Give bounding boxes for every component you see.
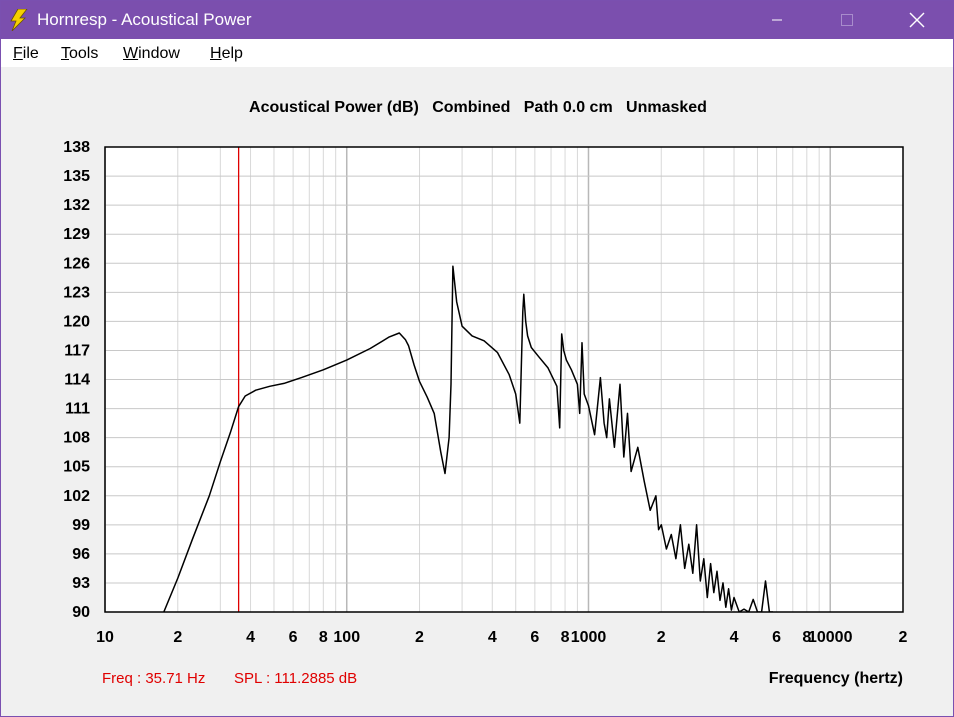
close-button[interactable] — [894, 1, 940, 39]
y-tick-label: 99 — [72, 517, 90, 534]
x-tick-label: 8 — [561, 629, 570, 646]
acoustical-power-curve — [163, 265, 773, 612]
x-tick-label: 6 — [289, 629, 298, 646]
x-tick-label: 4 — [246, 629, 255, 646]
y-tick-label: 117 — [64, 342, 90, 359]
chart-title: Acoustical Power (dB) Combined Path 0.0 … — [249, 99, 707, 116]
maximize-button[interactable] — [823, 1, 869, 39]
lightning-bolt-icon — [10, 9, 28, 31]
x-tick-label: 6 — [772, 629, 781, 646]
y-tick-label: 90 — [72, 604, 90, 621]
x-tick-label: 2 — [899, 629, 908, 646]
y-tick-label: 132 — [63, 197, 90, 214]
x-tick-label: 1000 — [571, 629, 607, 646]
x-tick-label: 6 — [530, 629, 539, 646]
y-tick-label: 105 — [63, 459, 90, 476]
y-tick-label: 102 — [63, 488, 90, 505]
menu-bar: File Tools Window Help — [1, 39, 953, 67]
x-tick-label: 4 — [730, 629, 739, 646]
x-tick-label: 2 — [415, 629, 424, 646]
y-tick-label: 135 — [63, 168, 90, 185]
y-tick-label: 114 — [64, 372, 90, 389]
menu-help[interactable]: Help — [210, 45, 243, 62]
y-tick-label: 138 — [63, 139, 90, 156]
y-tick-label: 123 — [63, 284, 90, 301]
title-bar[interactable]: Hornresp - Acoustical Power — [1, 1, 953, 39]
y-tick-label: 96 — [72, 546, 90, 563]
x-tick-label: 2 — [173, 629, 182, 646]
close-icon — [909, 12, 925, 28]
maximize-icon — [841, 14, 853, 26]
x-tick-label: 2 — [657, 629, 666, 646]
chart-area: Acoustical Power (dB) Combined Path 0.0 … — [1, 67, 953, 716]
menu-file[interactable]: File — [13, 45, 39, 62]
x-tick-label: 8 — [802, 629, 811, 646]
plot-border — [104, 146, 904, 613]
cursor-spl-readout: SPL : 111.2885 dB — [234, 670, 358, 687]
x-tick-label: 100 — [333, 629, 360, 646]
x-axis-label: Frequency (hertz) — [768, 670, 903, 687]
y-tick-label: 129 — [63, 226, 90, 243]
y-tick-label: 126 — [63, 255, 90, 272]
x-tick-label: 10000 — [808, 629, 853, 646]
x-tick-label: 4 — [488, 629, 497, 646]
x-tick-label: 8 — [319, 629, 328, 646]
x-tick-label: 10 — [96, 629, 114, 646]
y-tick-label: 111 — [65, 401, 90, 418]
menu-window[interactable]: Window — [123, 45, 180, 62]
y-tick-label: 120 — [63, 313, 90, 330]
chart-plot[interactable]: 1381351321291261231201171141111081051029… — [1, 67, 953, 716]
minimize-button[interactable] — [747, 1, 793, 39]
window-title: Hornresp - Acoustical Power — [37, 10, 252, 29]
y-tick-label: 93 — [72, 575, 90, 592]
menu-tools[interactable]: Tools — [61, 45, 99, 62]
minimize-icon — [772, 19, 782, 21]
cursor-frequency-readout: Freq : 35.71 Hz — [102, 670, 206, 687]
y-tick-label: 108 — [63, 430, 90, 447]
